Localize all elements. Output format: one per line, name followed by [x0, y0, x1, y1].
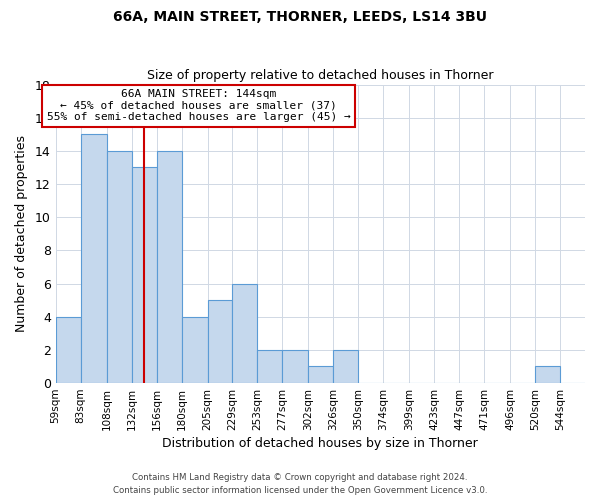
Bar: [157, 151, 182, 383]
Text: Contains HM Land Registry data © Crown copyright and database right 2024.
Contai: Contains HM Land Registry data © Crown c…: [113, 474, 487, 495]
Bar: [107, 151, 131, 383]
Bar: [208, 300, 232, 383]
Bar: [535, 366, 560, 383]
Bar: [182, 316, 208, 383]
Bar: [80, 134, 107, 383]
Title: Size of property relative to detached houses in Thorner: Size of property relative to detached ho…: [147, 69, 494, 82]
Text: 66A MAIN STREET: 144sqm
← 45% of detached houses are smaller (37)
55% of semi-de: 66A MAIN STREET: 144sqm ← 45% of detache…: [47, 89, 350, 122]
Bar: [232, 284, 257, 383]
X-axis label: Distribution of detached houses by size in Thorner: Distribution of detached houses by size …: [163, 437, 478, 450]
Bar: [257, 350, 283, 383]
Bar: [131, 168, 157, 383]
Y-axis label: Number of detached properties: Number of detached properties: [15, 136, 28, 332]
Text: 66A, MAIN STREET, THORNER, LEEDS, LS14 3BU: 66A, MAIN STREET, THORNER, LEEDS, LS14 3…: [113, 10, 487, 24]
Bar: [56, 316, 80, 383]
Bar: [283, 350, 308, 383]
Bar: [308, 366, 334, 383]
Bar: [334, 350, 358, 383]
